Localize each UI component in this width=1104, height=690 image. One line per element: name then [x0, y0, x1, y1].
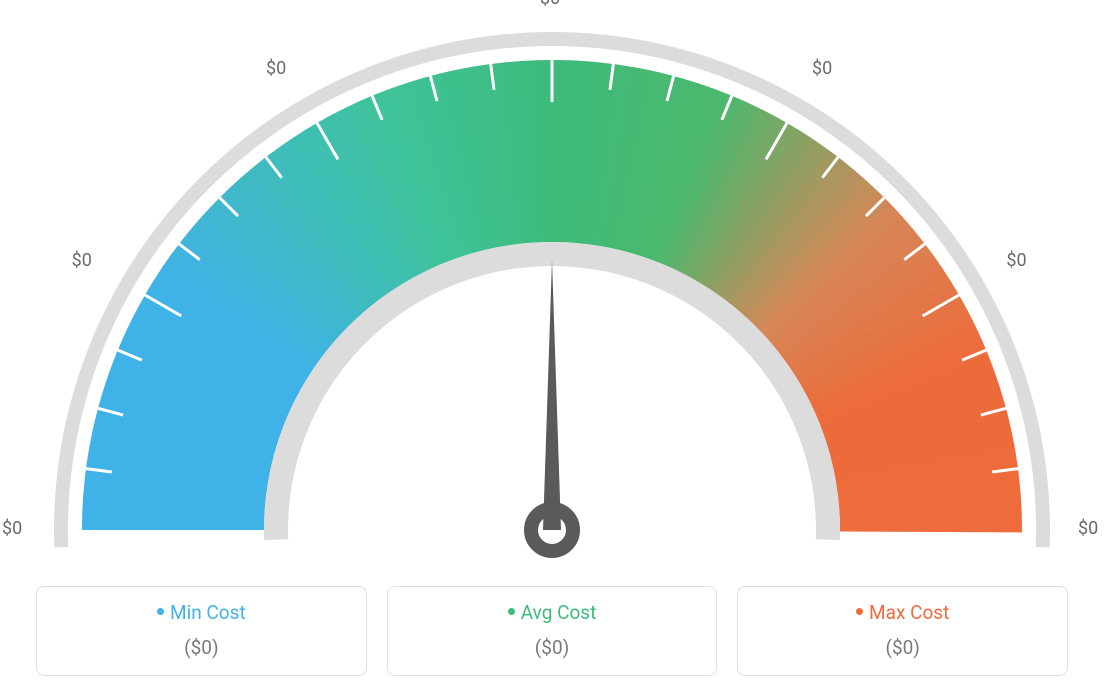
scale-label: $0 — [1078, 518, 1098, 539]
legend-label-max: Max Cost — [738, 601, 1067, 624]
gauge-svg — [0, 0, 1104, 590]
legend-row: Min Cost ($0) Avg Cost ($0) Max Cost ($0… — [36, 586, 1068, 676]
legend-value-avg: ($0) — [388, 636, 717, 659]
dot-icon — [856, 608, 863, 615]
legend-card-max: Max Cost ($0) — [737, 586, 1068, 676]
legend-value-max: ($0) — [738, 636, 1067, 659]
legend-label-avg: Avg Cost — [388, 601, 717, 624]
dot-icon — [508, 608, 515, 615]
legend-label-text: Min Cost — [170, 601, 246, 624]
scale-label: $0 — [540, 0, 560, 9]
chart-container: $0 $0 $0 $0 $0 $0 $0 Min Cost ($0) Avg Cost ($… — [0, 0, 1104, 690]
scale-label: $0 — [72, 250, 92, 271]
legend-card-min: Min Cost ($0) — [36, 586, 367, 676]
scale-label: $0 — [266, 58, 286, 79]
legend-label-min: Min Cost — [37, 601, 366, 624]
scale-label: $0 — [1006, 250, 1026, 271]
legend-label-text: Max Cost — [869, 601, 949, 624]
gauge-chart: $0 $0 $0 $0 $0 $0 $0 — [0, 0, 1104, 590]
legend-card-avg: Avg Cost ($0) — [387, 586, 718, 676]
scale-label: $0 — [812, 58, 832, 79]
dot-icon — [157, 608, 164, 615]
legend-label-text: Avg Cost — [521, 601, 597, 624]
legend-value-min: ($0) — [37, 636, 366, 659]
scale-label: $0 — [2, 518, 22, 539]
